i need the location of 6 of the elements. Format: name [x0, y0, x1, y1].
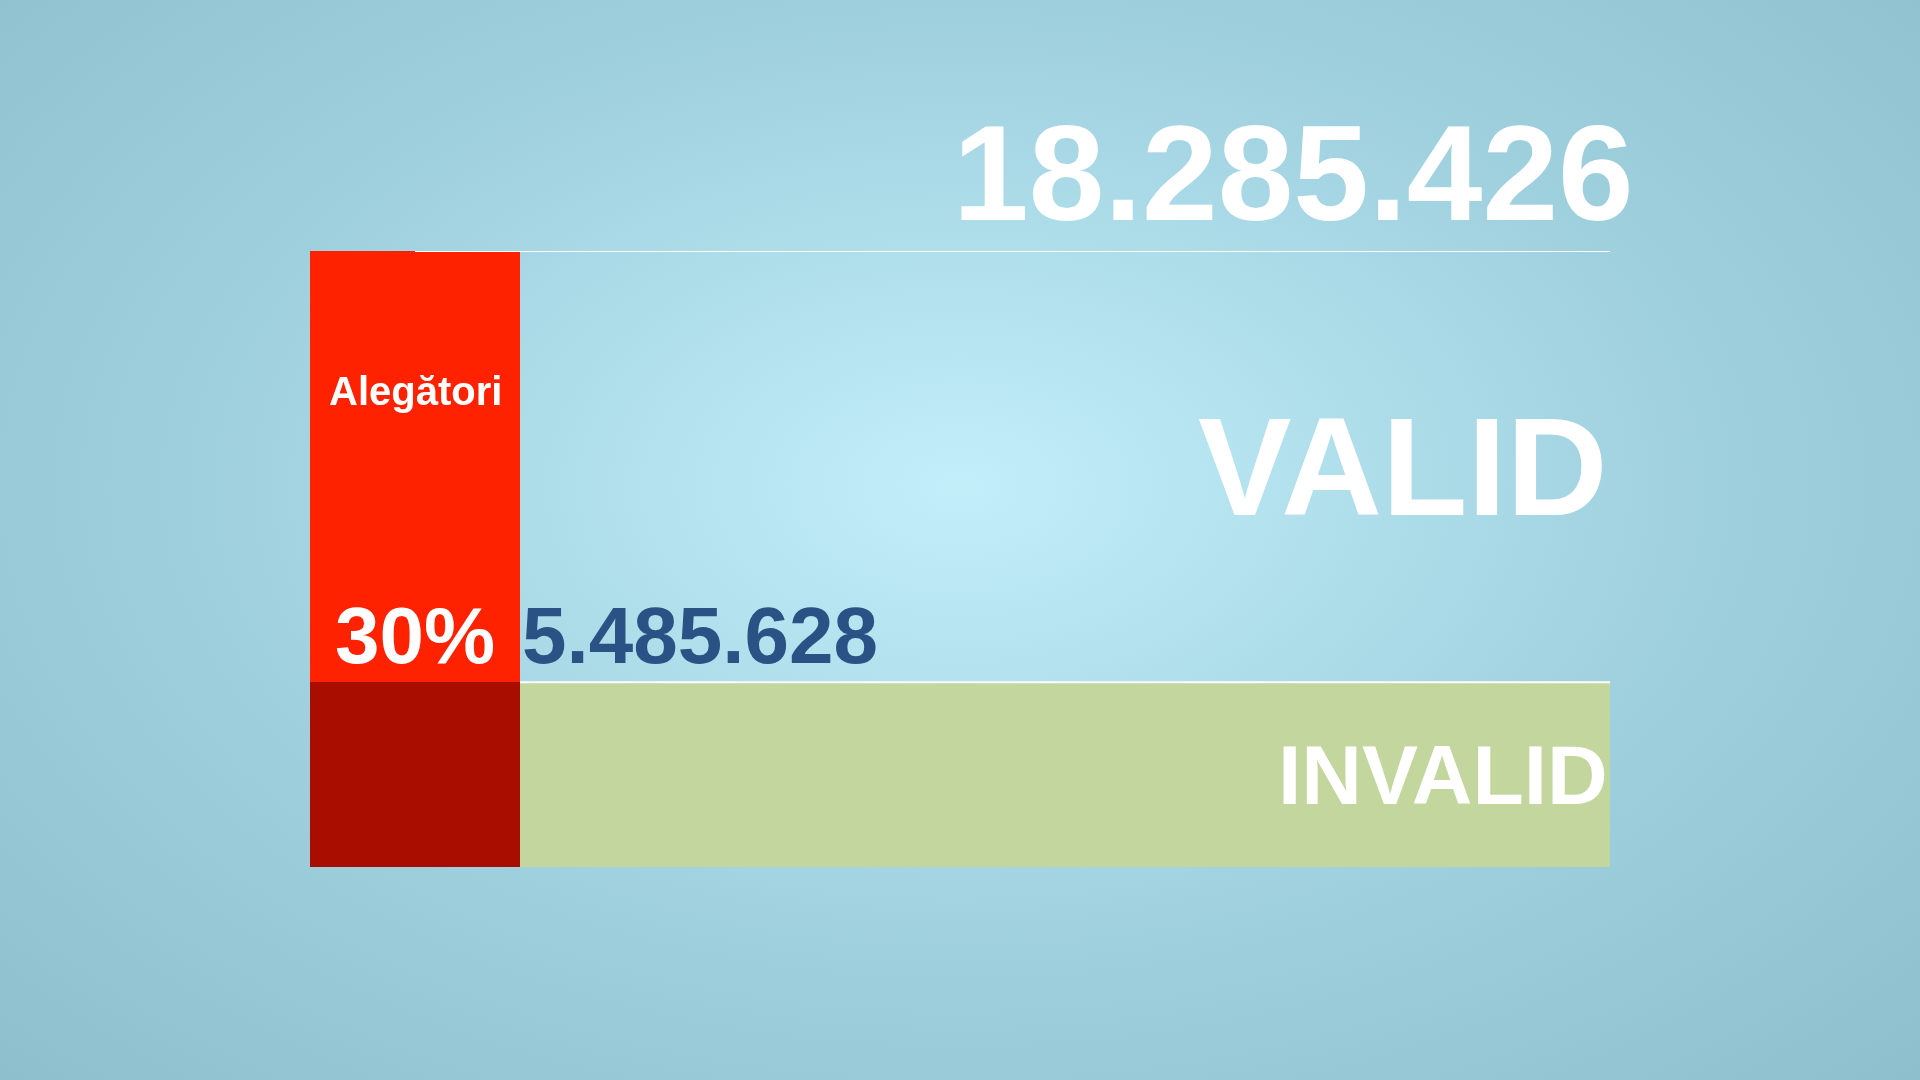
ref-line-label: 5.485.628 — [522, 591, 878, 680]
band-label: INVALID — [1278, 728, 1608, 822]
x-tick-label: Alegători — [329, 369, 503, 413]
text: VALID — [1198, 388, 1608, 545]
annotation: 30% — [335, 591, 496, 680]
ref-line-label: 18.285.426 — [953, 97, 1634, 249]
